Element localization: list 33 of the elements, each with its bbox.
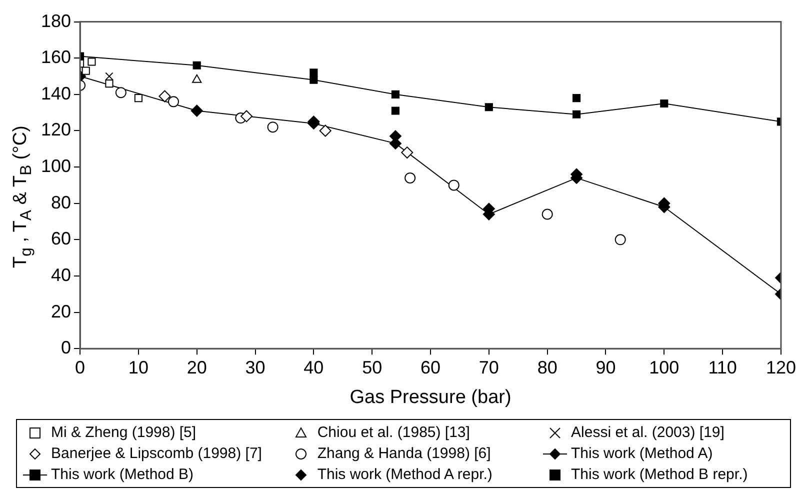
- x-tick-label: 80: [537, 357, 558, 378]
- y-tick-label: 40: [51, 264, 72, 285]
- x-tick-label: 0: [75, 357, 86, 378]
- legend-label: Chiou et al. (1985) [13]: [317, 424, 470, 441]
- legend-label: Banerjee & Lipscomb (1998) [7]: [51, 445, 262, 462]
- legend-label: Mi & Zheng (1998) [5]: [51, 424, 196, 441]
- x-tick-label: 70: [478, 357, 499, 378]
- x-tick-label: 60: [420, 357, 441, 378]
- x-tick-label: 110: [708, 357, 737, 378]
- y-tick-label: 60: [51, 228, 72, 249]
- x-tick-label: 30: [245, 357, 266, 378]
- x-tick-label: 120: [766, 357, 796, 378]
- legend-label: Alessi et al. (2003) [19]: [571, 424, 724, 441]
- legend-label: This work (Method B repr.): [571, 466, 748, 483]
- y-tick-label: 20: [51, 301, 72, 322]
- x-tick-label: 10: [128, 357, 148, 378]
- legend-label: This work (Method B): [51, 466, 194, 483]
- legend-label: This work (Method A): [571, 445, 713, 462]
- x-tick-label: 100: [649, 357, 680, 378]
- y-tick-label: 0: [61, 338, 72, 358]
- y-tick-label: 160: [40, 47, 72, 68]
- y-tick-label: 100: [40, 156, 72, 176]
- y-tick-label: 180: [40, 10, 72, 31]
- x-axis-title: Gas Pressure (bar): [350, 386, 512, 408]
- x-tick-label: 50: [362, 357, 382, 378]
- x-tick-label: 40: [304, 357, 324, 378]
- x-tick-label: 20: [186, 357, 207, 378]
- y-tick-label: 80: [51, 192, 72, 212]
- legend-label: This work (Method A repr.): [317, 466, 492, 483]
- legend-label: Zhang & Handa (1998) [6]: [317, 445, 491, 462]
- x-tick-label: 90: [596, 357, 616, 378]
- y-tick-label: 140: [40, 83, 72, 104]
- y-tick-label: 120: [40, 120, 72, 140]
